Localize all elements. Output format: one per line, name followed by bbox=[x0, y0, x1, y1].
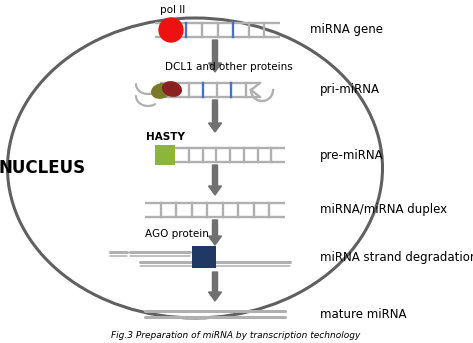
Ellipse shape bbox=[152, 84, 170, 98]
Text: miRNA/miRNA duplex: miRNA/miRNA duplex bbox=[320, 203, 447, 216]
FancyArrow shape bbox=[209, 40, 221, 72]
Text: NUCLEUS: NUCLEUS bbox=[0, 159, 86, 177]
FancyArrow shape bbox=[209, 100, 221, 132]
Ellipse shape bbox=[163, 82, 181, 96]
Text: mature miRNA: mature miRNA bbox=[320, 308, 406, 321]
Text: pri-miRNA: pri-miRNA bbox=[320, 83, 380, 96]
FancyArrow shape bbox=[209, 220, 221, 245]
FancyBboxPatch shape bbox=[155, 145, 175, 165]
Text: AGO protein: AGO protein bbox=[145, 229, 209, 239]
Text: miRNA gene: miRNA gene bbox=[310, 24, 383, 36]
Text: Fig.3 Preparation of miRNA by transcription technology: Fig.3 Preparation of miRNA by transcript… bbox=[111, 331, 361, 340]
Text: DCL1 and other proteins: DCL1 and other proteins bbox=[165, 62, 293, 72]
Text: pre-miRNA: pre-miRNA bbox=[320, 149, 384, 162]
Text: pol II: pol II bbox=[160, 5, 185, 15]
Circle shape bbox=[159, 18, 183, 42]
FancyArrow shape bbox=[209, 165, 221, 195]
Text: miRNA strand degradation: miRNA strand degradation bbox=[320, 251, 473, 264]
FancyBboxPatch shape bbox=[192, 246, 216, 268]
Text: HASTY: HASTY bbox=[146, 132, 184, 142]
FancyArrow shape bbox=[209, 272, 221, 301]
